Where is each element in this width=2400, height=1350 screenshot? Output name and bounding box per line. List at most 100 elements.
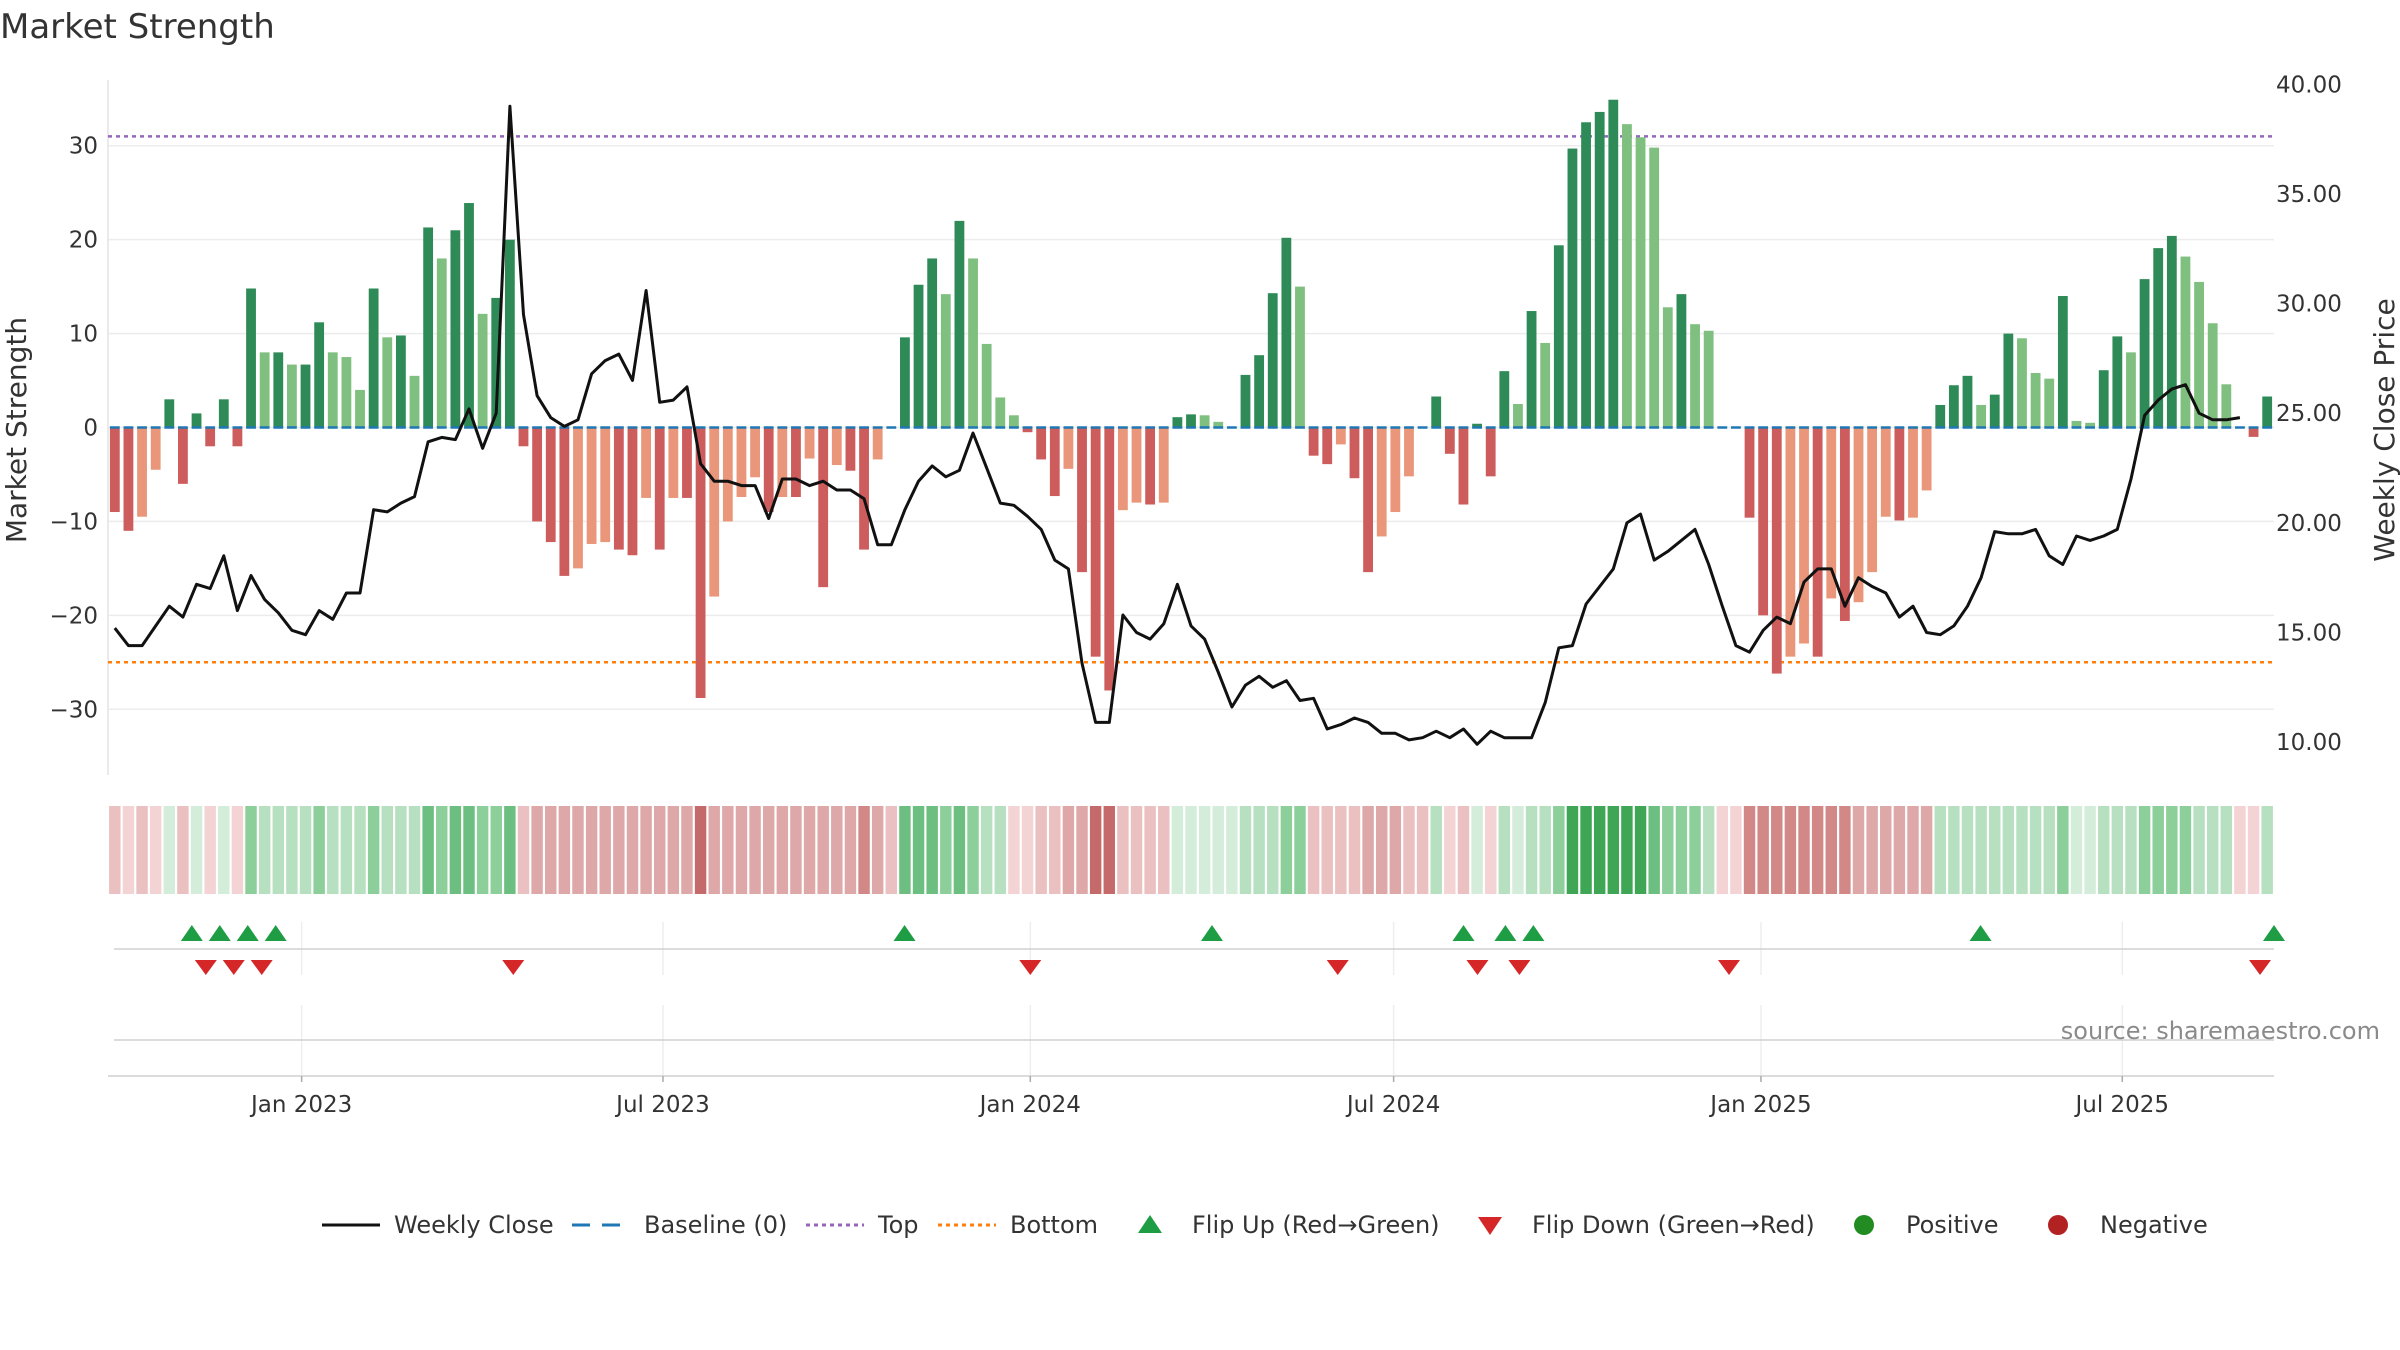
x-tick-label: Jul 2023: [614, 1092, 710, 1118]
regime-cell: [1280, 806, 1293, 894]
regime-cell: [1662, 806, 1674, 894]
strength-bar: [1472, 423, 1482, 428]
strength-bar: [1703, 330, 1714, 428]
regime-cell: [204, 806, 216, 894]
strength-bar: [600, 427, 611, 543]
regime-cell: [831, 806, 843, 894]
strength-bar: [327, 352, 338, 428]
regime-cell: [136, 806, 148, 894]
regime-cell: [1416, 806, 1429, 894]
legend-swatch-triangle: [1478, 1217, 1502, 1235]
regime-cell: [2043, 806, 2055, 894]
regime-cell: [340, 806, 353, 894]
strength-bar: [1199, 415, 1210, 428]
flip-down-marker: [1508, 960, 1531, 975]
strength-bar: [1308, 427, 1319, 456]
legend-label-top: Top: [877, 1211, 919, 1239]
legend-swatch-negative: [2048, 1215, 2068, 1235]
flip-up-marker: [893, 925, 916, 941]
flip-up-marker: [1200, 925, 1223, 941]
regime-cell: [1839, 806, 1851, 894]
strength-bar: [2098, 370, 2109, 428]
regime-cell: [2029, 806, 2042, 894]
left-tick-label: 0: [83, 416, 98, 442]
regime-cell: [694, 806, 707, 894]
left-tick-label: 20: [69, 228, 98, 254]
regime-cell: [1267, 806, 1279, 894]
regime-cell: [286, 806, 298, 894]
strength-bar: [1567, 148, 1578, 428]
strength-bar: [2112, 336, 2123, 428]
regime-cell: [1716, 806, 1729, 894]
regime-cell: [1757, 806, 1769, 894]
regime-cell: [1307, 806, 1320, 894]
regime-cell: [1144, 806, 1156, 894]
legend-swatch-positive: [1854, 1215, 1874, 1235]
regime-cell: [463, 806, 475, 894]
regime-cell: [994, 806, 1007, 894]
strength-bar: [2166, 235, 2177, 428]
regime-cell: [1362, 806, 1374, 894]
flip-down-marker: [194, 960, 217, 975]
regime-cell: [1253, 806, 1265, 894]
strength-bar: [1077, 427, 1087, 573]
regime-cell: [1634, 806, 1647, 894]
regime-cell: [1621, 806, 1633, 894]
strength-bar: [2057, 296, 2068, 428]
strength-bar: [1363, 427, 1373, 573]
strength-bar: [1758, 427, 1769, 616]
legend-label-positive: Positive: [1906, 1211, 1999, 1239]
strength-bar: [477, 313, 488, 428]
strength-bar: [123, 427, 134, 531]
strength-bar: [2194, 281, 2204, 428]
x-tick-label: Jul 2025: [2073, 1092, 2169, 1118]
regime-cell: [122, 806, 135, 894]
chart-title: Market Strength: [0, 7, 275, 47]
regime-cell: [1525, 806, 1538, 894]
regime-cell: [708, 806, 720, 894]
strength-bar: [2180, 256, 2191, 428]
regime-cell: [2261, 806, 2273, 894]
strength-bar: [1254, 355, 1265, 428]
flip-up-marker: [2263, 925, 2285, 941]
regime-cell: [490, 806, 502, 894]
right-axis-title: Weekly Close Price: [2368, 298, 2400, 561]
strength-bar: [1785, 427, 1796, 657]
regime-cell: [258, 806, 271, 894]
regime-cell: [803, 806, 816, 894]
strength-bar: [1349, 427, 1360, 479]
strength-bar: [818, 427, 829, 588]
regime-cell: [667, 806, 680, 894]
strength-bar: [736, 427, 747, 497]
regime-cell: [2234, 806, 2246, 894]
left-tick-label: −10: [49, 509, 98, 535]
strength-bar: [2153, 248, 2164, 428]
strength-bar: [355, 389, 365, 428]
regime-cell: [599, 806, 611, 894]
regime-cell: [2179, 806, 2192, 894]
strength-bar: [205, 427, 216, 447]
regime-cell: [2206, 806, 2219, 894]
regime-cell: [1049, 806, 1061, 894]
regime-cell: [1607, 806, 1620, 894]
strength-bar: [2139, 279, 2150, 428]
strength-bar: [1635, 137, 1646, 428]
regime-cell: [1484, 806, 1497, 894]
strength-bar: [1036, 427, 1047, 460]
regime-cell: [1553, 806, 1565, 894]
regime-cell: [858, 806, 870, 894]
strength-bar: [1131, 427, 1142, 503]
regime-cell: [1961, 806, 1974, 894]
regime-cell: [640, 806, 652, 894]
strength-bar: [927, 258, 938, 428]
strength-bar: [913, 284, 924, 428]
regime-cell: [1403, 806, 1415, 894]
strength-bar: [1390, 427, 1401, 513]
left-tick-label: −20: [49, 603, 98, 629]
strength-bar: [395, 335, 406, 428]
regime-cell: [776, 806, 789, 894]
strength-bar: [1676, 294, 1687, 428]
strength-bar: [804, 427, 815, 459]
regime-cell: [722, 806, 734, 894]
strength-bar: [259, 352, 270, 428]
